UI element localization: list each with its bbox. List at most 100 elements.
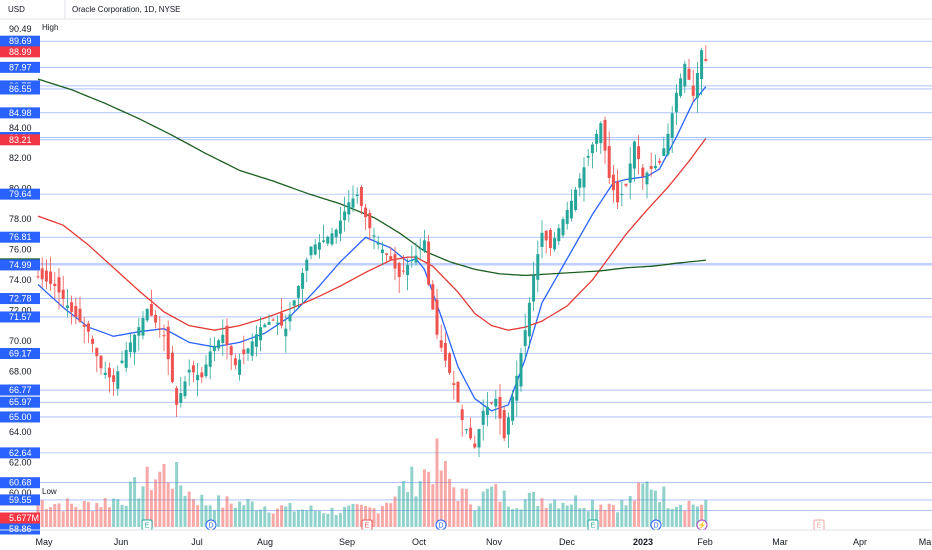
price-tick-label: 72.00	[9, 305, 32, 315]
candle	[439, 340, 443, 348]
candle	[208, 351, 212, 367]
price-tick-label: 83.21	[9, 135, 32, 145]
volume-bar	[284, 506, 288, 527]
volume-bar	[141, 486, 145, 527]
candle	[74, 305, 78, 317]
volume-bar	[616, 512, 620, 527]
price-label-bg	[0, 384, 40, 396]
volume-bar	[460, 488, 464, 527]
candle	[116, 371, 120, 389]
month-label: 2023	[633, 537, 653, 547]
candle	[683, 63, 687, 87]
candle	[225, 325, 229, 345]
volume-bar	[431, 484, 435, 527]
volume-bar	[137, 498, 141, 527]
candle	[662, 148, 666, 157]
volume-bar	[359, 504, 363, 527]
volume-bar	[154, 479, 158, 527]
volume-bar	[662, 486, 666, 527]
candle	[582, 167, 586, 188]
price-label-bg	[0, 188, 40, 200]
volume-bar	[439, 470, 443, 527]
candle	[561, 219, 565, 236]
candle	[603, 119, 607, 151]
price-label-bg	[0, 259, 40, 271]
volume-bar	[443, 461, 447, 527]
candle	[473, 443, 477, 448]
volume-bar	[674, 506, 678, 527]
candle	[498, 396, 502, 419]
volume-bar	[91, 511, 95, 527]
candle	[212, 345, 216, 351]
candle	[204, 364, 208, 377]
candle	[523, 330, 527, 347]
volume-bar	[527, 492, 531, 527]
candle	[397, 262, 401, 277]
volume-bar	[687, 500, 691, 527]
candle	[351, 198, 355, 208]
volume-bar	[292, 511, 296, 527]
candle	[565, 209, 569, 224]
event-markers[interactable]: E D E D E D ⚡ E	[141, 519, 825, 531]
candle	[666, 133, 670, 155]
volume-bar	[124, 505, 128, 527]
candle	[137, 327, 141, 336]
month-label: Sep	[339, 537, 355, 547]
candle	[107, 367, 111, 378]
volume-bar	[95, 503, 99, 527]
volume-bar	[401, 481, 405, 527]
volume-bar	[116, 499, 120, 527]
volume-bar	[406, 492, 410, 527]
candle	[267, 322, 271, 325]
candle	[485, 406, 489, 416]
moving-average-line	[37, 78, 706, 277]
volume-bar	[389, 503, 393, 527]
volume-bar	[78, 509, 82, 527]
volume-bar	[414, 496, 418, 527]
candle	[431, 284, 435, 310]
volume-bar	[372, 508, 376, 527]
event-marker-label: D	[653, 523, 658, 530]
volume-bar	[103, 498, 107, 527]
candle	[149, 304, 153, 316]
candle	[704, 59, 708, 61]
volume-bar	[271, 513, 275, 527]
volume-bar	[456, 500, 460, 527]
candle	[120, 360, 124, 363]
candle	[65, 305, 69, 309]
candle	[78, 308, 82, 322]
candle	[674, 92, 678, 113]
candle	[477, 429, 481, 448]
volume-bar	[217, 495, 221, 527]
volume-bar	[351, 503, 355, 527]
candle	[695, 72, 699, 98]
volume-bar	[309, 505, 313, 527]
candle	[557, 228, 561, 242]
volume-bars	[36, 438, 708, 527]
price-tick-label: 66.77	[9, 385, 32, 395]
candle	[653, 165, 657, 169]
candle	[49, 271, 53, 284]
month-label: Ma	[919, 537, 932, 547]
volume-bar	[574, 495, 578, 527]
volume-bar	[322, 513, 326, 527]
volume-bar	[57, 503, 61, 527]
volume-bar	[473, 510, 477, 527]
volume-bar	[519, 509, 523, 527]
volume-bar	[464, 488, 468, 527]
price-tick-label: 79.64	[9, 189, 32, 199]
candle	[700, 50, 704, 80]
price-tick-label: 71.57	[9, 312, 32, 322]
volume-bar	[469, 504, 473, 527]
volume-bar	[641, 483, 645, 527]
candle	[141, 318, 145, 336]
candle	[385, 253, 389, 255]
price-label-bg	[0, 35, 40, 47]
volume-bar	[288, 502, 292, 527]
volume-bar	[620, 499, 624, 527]
volume-bar	[481, 491, 485, 527]
candle	[599, 123, 603, 144]
price-label-bg	[0, 411, 40, 423]
candle	[359, 186, 363, 206]
